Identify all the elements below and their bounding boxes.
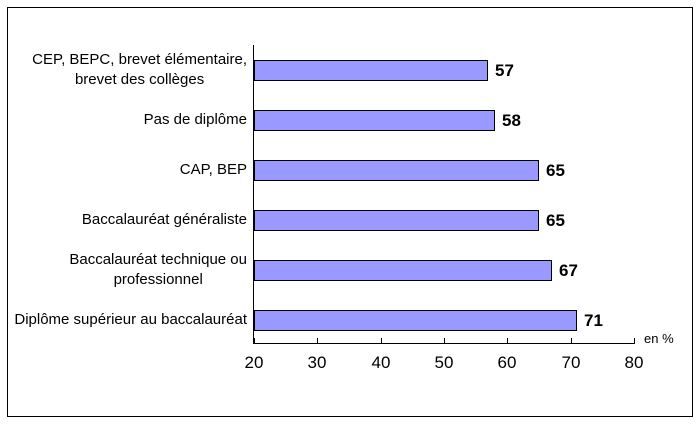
bar [254, 260, 552, 281]
value-label: 65 [546, 161, 565, 180]
value-label: 71 [584, 311, 603, 330]
x-axis-tick [254, 338, 255, 343]
bar [254, 60, 488, 81]
x-axis-tick-label: 80 [624, 353, 644, 372]
category-label: Baccalauréat technique ou professionnel [69, 251, 247, 288]
x-axis-tick-label: 60 [497, 353, 517, 372]
x-axis-tick [444, 338, 445, 343]
x-axis-tick-label: 40 [371, 353, 391, 372]
value-label: 58 [502, 111, 521, 130]
category-label: Pas de diplôme [143, 111, 247, 128]
category-label: Baccalauréat généraliste [81, 211, 247, 228]
category-axis-line [253, 45, 254, 343]
bar [254, 160, 539, 181]
value-label: 67 [559, 261, 578, 280]
bar [254, 110, 495, 131]
value-label: 57 [495, 61, 514, 80]
x-axis-tick-label: 70 [561, 353, 581, 372]
axis-unit-label: en % [644, 331, 674, 346]
x-axis-tick [571, 338, 572, 343]
value-label: 65 [546, 211, 565, 230]
x-axis-tick [507, 338, 508, 343]
x-axis-tick [634, 338, 635, 343]
value-axis-line [253, 343, 635, 344]
x-axis-tick [381, 338, 382, 343]
x-axis-tick-label: 30 [307, 353, 327, 372]
x-axis-tick-label: 20 [244, 353, 264, 372]
x-axis-tick [317, 338, 318, 343]
bar [254, 210, 539, 231]
bar [254, 310, 577, 331]
category-label: Diplôme supérieur au baccalauréat [14, 311, 247, 328]
category-label: CEP, BEPC, brevet élémentaire, brevet de… [32, 51, 247, 88]
x-axis-tick-label: 50 [434, 353, 454, 372]
category-label: CAP, BEP [179, 161, 247, 178]
